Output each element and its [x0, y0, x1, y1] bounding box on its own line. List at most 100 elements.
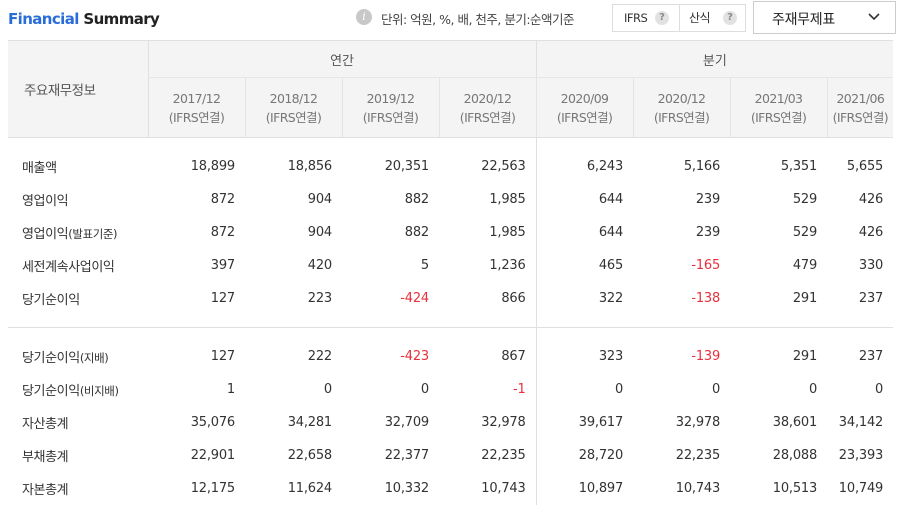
table-cell: 1,985	[439, 183, 537, 216]
table-row: 세전계속사업이익 397 420 5 1,236 465 -165 479 330	[8, 249, 893, 282]
table-cell: 0	[711, 382, 721, 397]
column-basis: (IFRS연결)	[750, 109, 807, 125]
formula-button[interactable]: 산식 ?	[679, 5, 745, 31]
row-label-text: 부채총계	[22, 450, 69, 465]
row-label-text: 영업이익	[22, 227, 69, 242]
table-cell: 6,243	[586, 159, 624, 174]
table-cell: 529	[792, 225, 818, 240]
column-header: 2019/12 (IFRS연결)	[341, 77, 439, 138]
table-cell: 39,617	[578, 415, 624, 430]
table-cell: 5	[420, 258, 429, 273]
table-cell: 34,142	[838, 415, 884, 430]
table-cell: 127	[210, 349, 235, 364]
table-row: 부채총계 22,901 22,658 22,377 22,235 28,720 22,235…	[8, 439, 893, 472]
table-row: 영업이익 872 904 882 1,985 644 239 529 426	[8, 183, 893, 216]
row-label: 부채총계	[8, 439, 148, 472]
table-cell: 397	[210, 258, 235, 273]
table-cell: 22,563	[439, 150, 537, 183]
table-cell: 330	[858, 258, 884, 273]
table-cell: 32,978	[439, 406, 537, 439]
table-row: 자산총계 35,076 34,281 32,709 32,978 39,617 32,978…	[8, 406, 893, 439]
table-cell: 12,175	[190, 481, 235, 496]
column-period: 2017/12	[172, 90, 221, 106]
formula-help-icon[interactable]: ?	[723, 11, 737, 25]
ifrs-help-icon[interactable]: ?	[655, 11, 669, 25]
column-header-row: 2017/12 (IFRS연결) 2018/12 (IFRS연결) 2019/12 (IF…	[8, 77, 894, 138]
row-spacer	[8, 327, 894, 340]
table-row: 자본총계 12,175 11,624 10,332 10,743 10,897 10,743…	[8, 472, 893, 505]
table-cell: 1,236	[439, 249, 537, 282]
table-cell: 872	[210, 192, 235, 207]
row-label-sub: (지배)	[79, 351, 109, 365]
column-header: 2020/12 (IFRS연결)	[632, 77, 731, 138]
table-cell: 22,658	[287, 448, 332, 463]
column-basis: (IFRS연결)	[265, 109, 322, 125]
table-cell: 28,720	[578, 448, 624, 463]
table-cell: 237	[858, 291, 884, 306]
table-cell: 5,351	[780, 159, 818, 174]
table-cell: 426	[858, 192, 884, 207]
table-cell: 22,377	[384, 448, 429, 463]
table-cell: 1,985	[439, 216, 537, 249]
column-header: 2017/12 (IFRS연결)	[147, 77, 245, 138]
table-cell: 0	[808, 382, 818, 397]
column-basis: (IFRS연결)	[556, 109, 613, 125]
row-label: 자본총계	[8, 472, 148, 505]
column-period: 2020/09	[560, 90, 609, 106]
column-period: 2019/12	[366, 90, 415, 106]
row-label-text: 당기순이익	[22, 384, 80, 399]
table-cell: 529	[792, 192, 818, 207]
table-cell: 18,899	[190, 159, 235, 174]
table-cell: 10,332	[384, 481, 429, 496]
table-cell: 291	[792, 349, 818, 364]
row-label-text: 당기순이익	[22, 293, 80, 308]
column-header: 2020/09 (IFRS연결)	[535, 77, 634, 138]
ifrs-button-label: IFRS	[624, 11, 648, 25]
column-period: 2020/12	[463, 90, 512, 106]
ifrs-button[interactable]: IFRS ?	[613, 5, 680, 31]
table-cell: 872	[210, 225, 235, 240]
column-basis: (IFRS연결)	[362, 109, 419, 125]
statement-type-select[interactable]: 주재무제표	[753, 1, 896, 34]
row-label: 자산총계	[8, 406, 148, 439]
statement-type-value: 주재무제표	[772, 12, 835, 28]
info-icon[interactable]: i	[356, 9, 372, 25]
table-cell: 904	[307, 192, 332, 207]
table-cell: 223	[307, 291, 332, 306]
table-row: 당기순이익 127 223 -424 866 322 -138 291 237	[8, 282, 893, 315]
table-cell: 38,601	[772, 415, 818, 430]
page-title-part2: Summary	[83, 10, 160, 28]
row-label-text: 자본총계	[22, 483, 69, 498]
table-cell: 237	[858, 349, 884, 364]
table-cell: 10,743	[439, 472, 537, 505]
table-cell: 11,624	[287, 481, 332, 496]
group-header-quarter: 분기	[536, 40, 894, 78]
table-cell: 867	[439, 340, 537, 373]
column-header: 2018/12 (IFRS연결)	[244, 77, 342, 138]
table-cell: -1	[439, 373, 537, 406]
table-cell: 10,513	[772, 481, 818, 496]
table-cell: 5,166	[683, 159, 721, 174]
table-cell: 291	[792, 291, 818, 306]
table-cell: -138	[691, 291, 721, 306]
table-cell: 904	[307, 225, 332, 240]
page-title-part1: Financial	[8, 10, 79, 28]
chevron-down-icon	[868, 13, 880, 21]
column-period: 2021/06	[836, 90, 885, 106]
table-cell: 0	[420, 382, 429, 397]
table-cell: 465	[598, 258, 624, 273]
table-cell: 239	[695, 192, 721, 207]
table-cell: -423	[400, 349, 429, 364]
table-cell: 22,901	[190, 448, 235, 463]
table-cell: 10,743	[675, 481, 721, 496]
table-cell: 0	[323, 382, 332, 397]
table-cell: -165	[691, 258, 721, 273]
column-header: 2021/06 (IFRS연결)	[826, 77, 894, 138]
row-label: 당기순이익(비지배)	[8, 373, 148, 406]
summary-header: Financial Summary i 단위: 억원, %, 배, 천주, 분기…	[0, 0, 901, 40]
table-cell: 32,709	[384, 415, 429, 430]
column-basis: (IFRS연결)	[653, 109, 710, 125]
financial-summary-table: 주요재무정보 연간 분기 2017/12 (IFRS연결) 2018/12 (IFRS…	[8, 40, 894, 505]
ifrs-sansik-button-group: IFRS ? 산식 ?	[612, 4, 746, 32]
row-label: 당기순이익(지배)	[8, 340, 148, 373]
